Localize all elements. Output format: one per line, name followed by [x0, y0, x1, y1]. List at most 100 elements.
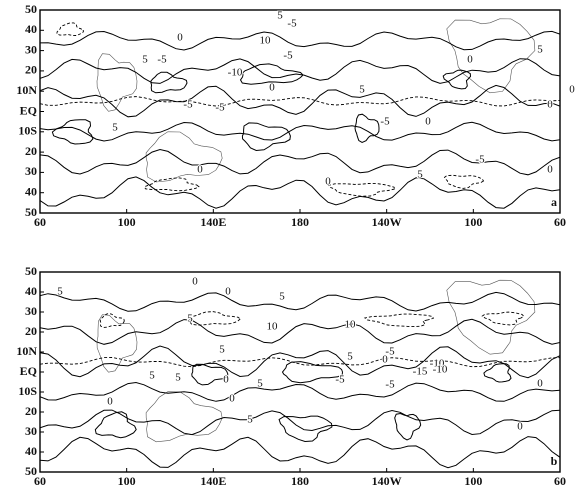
contour-label: 0: [177, 32, 183, 44]
x-tick-label: 180: [291, 215, 309, 229]
x-tick-label: 100: [464, 215, 482, 229]
contour-label: 5: [347, 351, 353, 363]
contour-label: -5: [335, 374, 345, 386]
contour-label: -5: [380, 116, 390, 128]
map-panel: [40, 279, 560, 469]
contour-label: 5: [359, 84, 365, 96]
y-tick-label: 40: [25, 284, 37, 298]
y-tick-label: 10S: [18, 124, 37, 138]
y-tick-label: 20: [25, 324, 37, 338]
contour: [239, 63, 304, 85]
contour-label: 0: [425, 116, 431, 128]
contour-label: 0: [192, 276, 198, 288]
x-tick-label: 140E: [200, 215, 226, 229]
x-tick-label: 60: [554, 474, 566, 488]
contour-label: 5: [247, 414, 253, 426]
contour: [191, 363, 229, 386]
contour-label: 5: [537, 44, 543, 56]
contour: [363, 313, 434, 328]
contour: [40, 381, 560, 402]
contour-label: 0: [269, 82, 275, 94]
contour: [443, 174, 485, 189]
contour: [40, 84, 560, 118]
contour: [354, 113, 380, 143]
contour: [143, 177, 200, 192]
contour-label: 10: [260, 35, 272, 47]
contour-label: -10: [433, 364, 448, 376]
contour: [40, 345, 560, 379]
contour-label: 0: [467, 54, 473, 66]
contour-label: 0: [223, 374, 229, 386]
contour: [241, 122, 291, 152]
map-frame: [39, 271, 561, 473]
contour: [40, 318, 560, 345]
contour: [40, 176, 560, 209]
contour-label: 5: [257, 378, 263, 390]
map-frame: [39, 9, 561, 214]
contour-label: 0: [197, 164, 203, 176]
y-tick-label: 50: [25, 2, 37, 16]
y-tick-label: 30: [25, 304, 37, 318]
coastline: [145, 131, 223, 183]
x-tick-label: 140W: [372, 474, 402, 488]
x-tick-label: 180: [291, 474, 309, 488]
contour-label: 0: [537, 378, 543, 390]
coastline: [96, 53, 138, 112]
contour-label: 0: [547, 99, 553, 111]
contour-label: -5: [183, 99, 193, 111]
x-tick-label: 100: [118, 474, 136, 488]
contour-label: 5: [142, 54, 148, 66]
panel-label: a: [551, 195, 557, 209]
y-tick-label: 30: [25, 424, 37, 438]
contour: [278, 415, 333, 443]
contour-label: 5: [417, 169, 423, 181]
contour-label: -10: [430, 358, 445, 370]
contour: [40, 58, 560, 84]
contour-label: 10: [345, 319, 357, 331]
y-tick-label: 30: [25, 164, 37, 178]
contour-label: -5: [287, 18, 297, 30]
contour: [394, 412, 422, 441]
contour: [40, 121, 560, 142]
contour-label: 0: [229, 393, 235, 405]
contour-label: -15: [413, 366, 428, 378]
contour: [40, 96, 560, 107]
x-tick-label: 140E: [200, 474, 226, 488]
map-panel: [40, 18, 560, 209]
contour: [442, 69, 472, 90]
contour-label: -5: [157, 54, 167, 66]
coastline: [446, 18, 536, 94]
contour-label: 5: [277, 10, 283, 22]
contour: [94, 411, 137, 439]
contour: [281, 361, 344, 384]
y-tick-label: 50: [25, 205, 37, 219]
contour: [40, 409, 560, 436]
contour-label: -5: [385, 379, 395, 391]
y-tick-label: EQ: [20, 364, 37, 378]
contour-label: 5: [175, 372, 181, 384]
contour-label: 5: [149, 370, 155, 382]
contour-label: 5: [187, 313, 193, 325]
contour: [40, 30, 560, 51]
y-tick-label: 40: [25, 22, 37, 36]
contour: [481, 311, 525, 326]
y-tick-label: 20: [25, 144, 37, 158]
contour: [189, 311, 241, 326]
y-tick-label: 40: [25, 184, 37, 198]
y-tick-label: 50: [25, 464, 37, 478]
contour-label: -5: [283, 50, 293, 62]
contour-label: 5: [219, 344, 225, 356]
contour-label: 0: [225, 286, 231, 298]
x-tick-label: 140W: [372, 215, 402, 229]
contour-label: 5: [112, 122, 118, 134]
x-tick-label: 60: [34, 474, 46, 488]
y-tick-label: 10N: [16, 344, 37, 358]
contour: [40, 148, 560, 176]
y-tick-label: 20: [25, 63, 37, 77]
contour: [99, 313, 125, 328]
contour: [327, 183, 396, 197]
x-tick-label: 60: [34, 215, 46, 229]
contour: [40, 291, 560, 312]
